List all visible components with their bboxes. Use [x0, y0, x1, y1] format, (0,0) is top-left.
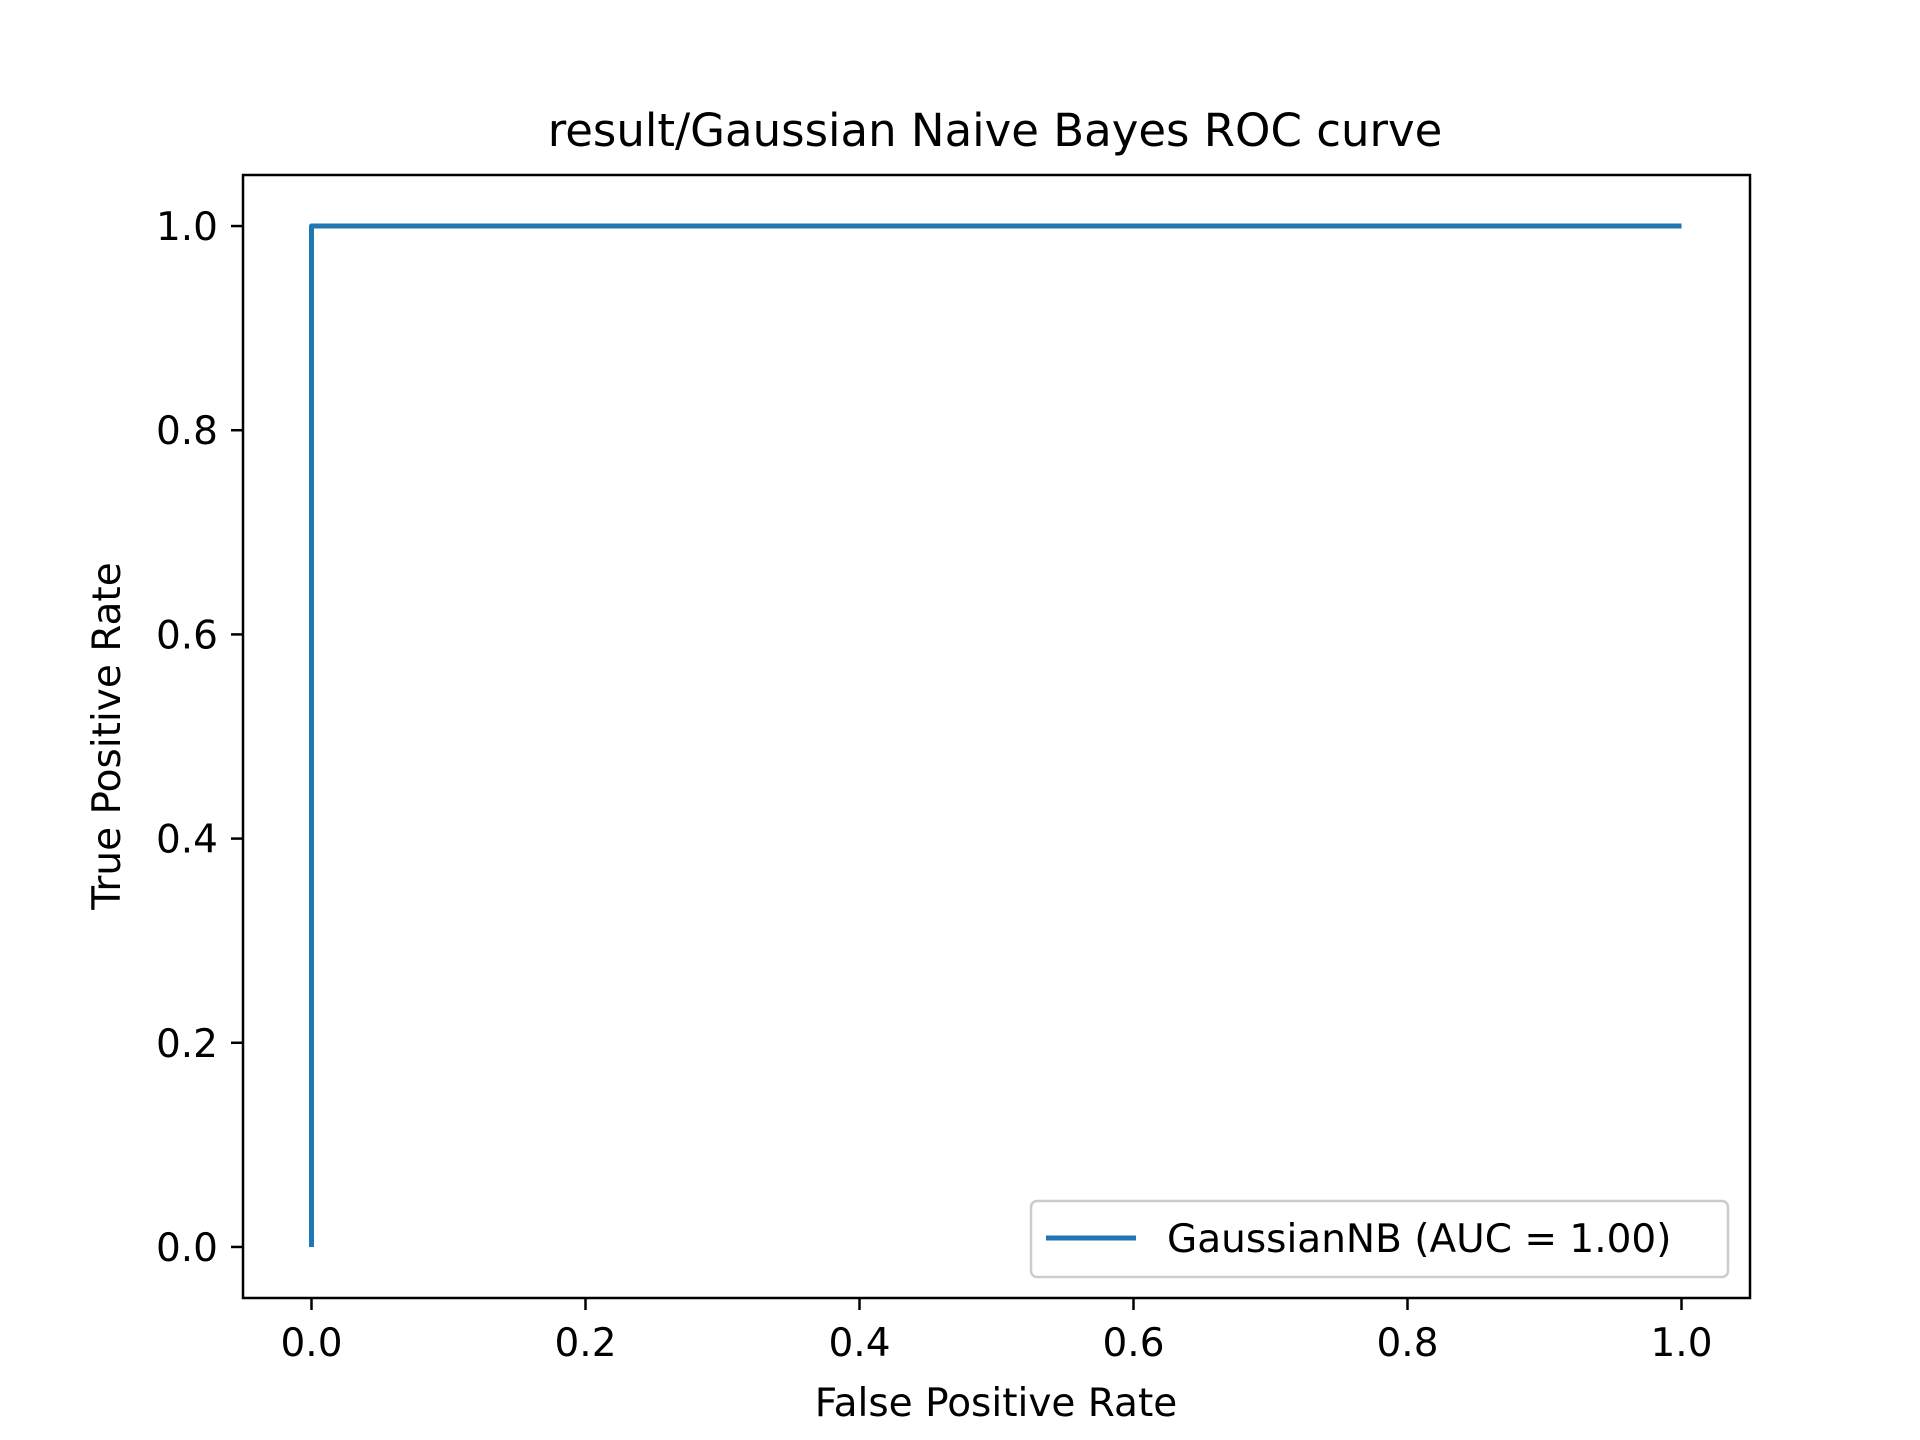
plot-area [241, 173, 1752, 1300]
y-tick-label: 0.2 [156, 1022, 218, 1067]
x-axis-label: False Positive Rate [815, 1381, 1177, 1426]
y-tick-label: 1.0 [156, 205, 218, 250]
x-axis-ticks: 0.0 0.2 0.4 0.6 0.8 1.0 [280, 1298, 1713, 1366]
y-axis-ticks: 0.0 0.2 0.4 0.6 0.8 1.0 [156, 205, 243, 1271]
y-tick-label: 0.4 [156, 818, 218, 863]
y-tick-label: 0.8 [156, 409, 218, 454]
legend-label: GaussianNB (AUC = 1.00) [1167, 1217, 1671, 1262]
legend: GaussianNB (AUC = 1.00) [1029, 1199, 1730, 1279]
axes-background [243, 175, 1750, 1298]
x-tick-label: 0.6 [1102, 1321, 1164, 1366]
legend-box [1029, 1199, 1730, 1279]
x-tick-label: 0.8 [1376, 1321, 1438, 1366]
x-tick-label: 0.0 [280, 1321, 342, 1366]
y-tick-label: 0.6 [156, 613, 218, 658]
x-tick-label: 1.0 [1650, 1321, 1712, 1366]
series-layer [309, 223, 1682, 1247]
chart-title: result/Gaussian Naive Bayes ROC curve [548, 104, 1443, 157]
roc-curve-line [309, 223, 1682, 1247]
x-tick-label: 0.4 [828, 1321, 890, 1366]
y-axis-label: True Positive Rate [85, 562, 130, 910]
axes-frame [241, 173, 1752, 1300]
x-tick-label: 0.2 [554, 1321, 616, 1366]
y-tick-label: 0.0 [156, 1226, 218, 1271]
